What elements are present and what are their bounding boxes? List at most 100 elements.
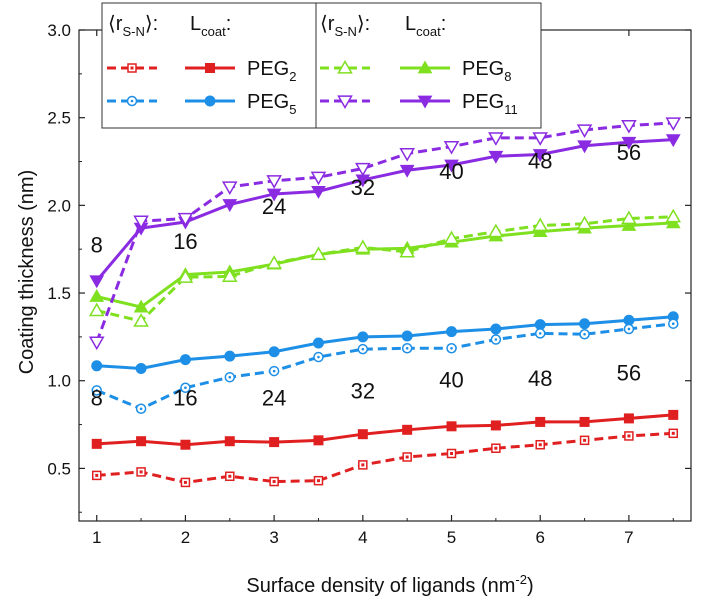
- data-point: [89, 275, 105, 289]
- x-tick-label: 3: [269, 528, 278, 547]
- data-point: [577, 140, 592, 154]
- legend-peg2-label: PEG2: [247, 58, 296, 84]
- data-point: [177, 212, 194, 227]
- x-tick-label: 5: [447, 528, 456, 547]
- legend-marker-dot: [130, 66, 134, 70]
- data-point: [224, 436, 235, 447]
- data-point-shape: [224, 436, 235, 447]
- data-point-dot: [450, 451, 454, 455]
- data-point: [402, 424, 413, 435]
- data-point: [179, 354, 191, 366]
- data-point: [180, 439, 191, 450]
- data-point: [624, 431, 634, 441]
- data-point: [310, 171, 327, 186]
- data-point: [579, 416, 590, 427]
- x-tick-label: 7: [624, 528, 633, 547]
- data-point: [668, 318, 679, 329]
- data-point: [357, 429, 368, 440]
- surface-density-annotation: 8: [91, 385, 103, 410]
- legend-marker: [205, 63, 215, 73]
- y-tick-label: 1.0: [47, 372, 71, 391]
- data-point-shape: [312, 337, 324, 349]
- data-point: [665, 208, 682, 223]
- surface-density-annotation: 40: [439, 368, 463, 393]
- data-point-dot: [317, 355, 320, 359]
- series-peg5-rsn: [91, 318, 679, 415]
- legend-marker: [127, 63, 137, 73]
- data-point-shape: [579, 318, 591, 330]
- series-line: [95, 138, 674, 282]
- data-point: [311, 185, 326, 199]
- data-point: [446, 326, 458, 338]
- data-point: [177, 269, 194, 283]
- data-point: [269, 437, 280, 448]
- data-point-shape: [135, 362, 147, 374]
- data-point-shape: [623, 413, 634, 424]
- series-line: [96, 413, 674, 447]
- data-point-shape: [313, 435, 324, 446]
- data-point: [491, 443, 501, 453]
- data-point: [135, 403, 147, 415]
- data-point: [268, 365, 280, 377]
- data-point: [665, 134, 681, 148]
- data-point: [665, 117, 682, 131]
- legend-left-rows: [107, 63, 235, 107]
- data-point: [621, 136, 637, 150]
- legend-marker: [337, 95, 353, 110]
- legend-left-rsn-header: ⟨rS-N⟩:: [108, 13, 158, 39]
- legend-right-rows: [320, 59, 450, 110]
- data-point-dot: [228, 474, 232, 478]
- data-point: [399, 164, 415, 178]
- data-point: [399, 243, 415, 258]
- data-point-shape: [180, 439, 191, 450]
- legend-right-rsn-header: ⟨rS-N⟩:: [320, 13, 370, 39]
- data-point: [313, 435, 324, 446]
- data-point: [225, 471, 235, 482]
- legend-peg8-lcoat-sample: [400, 60, 450, 74]
- data-point: [488, 150, 504, 164]
- data-point: [446, 421, 457, 432]
- data-point: [488, 132, 504, 146]
- series-peg2-lcoat: [91, 409, 679, 450]
- data-point-dot: [272, 480, 276, 484]
- x-tick-label: 1: [92, 528, 101, 547]
- data-point-shape: [224, 350, 236, 362]
- y-tick-label: 1.5: [47, 284, 71, 303]
- x-tick-label: 4: [358, 528, 367, 547]
- data-point: [623, 323, 635, 335]
- legend-right-frame: [315, 2, 542, 129]
- data-point: [221, 268, 238, 283]
- x-tick-label: 2: [181, 528, 190, 547]
- data-point: [488, 223, 504, 238]
- series-peg5-lcoat: [91, 311, 679, 374]
- data-point: [180, 382, 191, 393]
- surface-density-annotation: 32: [351, 175, 375, 200]
- data-point: [133, 313, 149, 327]
- data-point: [621, 210, 637, 225]
- surface-density-annotation: 16: [173, 229, 197, 254]
- data-point: [266, 175, 282, 189]
- data-point-dot: [139, 407, 143, 411]
- surface-density-annotation: 48: [528, 149, 552, 174]
- data-point: [443, 230, 460, 245]
- y-tick-label: 2.0: [47, 196, 71, 215]
- data-point: [91, 360, 103, 372]
- legend-left-lcoat-header: Lcoat:: [190, 13, 231, 39]
- data-point-dot: [184, 386, 187, 390]
- data-point-dot: [228, 375, 232, 379]
- data-point: [399, 148, 415, 162]
- data-point-dot: [361, 347, 365, 351]
- data-point-shape: [579, 416, 590, 427]
- data-point: [357, 331, 369, 343]
- data-point-dot: [95, 389, 99, 392]
- data-point: [490, 323, 502, 335]
- data-point: [623, 314, 635, 326]
- legend-marker: [204, 95, 216, 107]
- data-point: [358, 460, 368, 470]
- data-point: [623, 413, 634, 424]
- data-point-shape: [91, 438, 102, 449]
- legend-right-lcoat-header: Lcoat:: [405, 13, 446, 39]
- data-point: [446, 448, 457, 459]
- data-point-shape: [357, 331, 369, 343]
- data-point: [312, 337, 324, 349]
